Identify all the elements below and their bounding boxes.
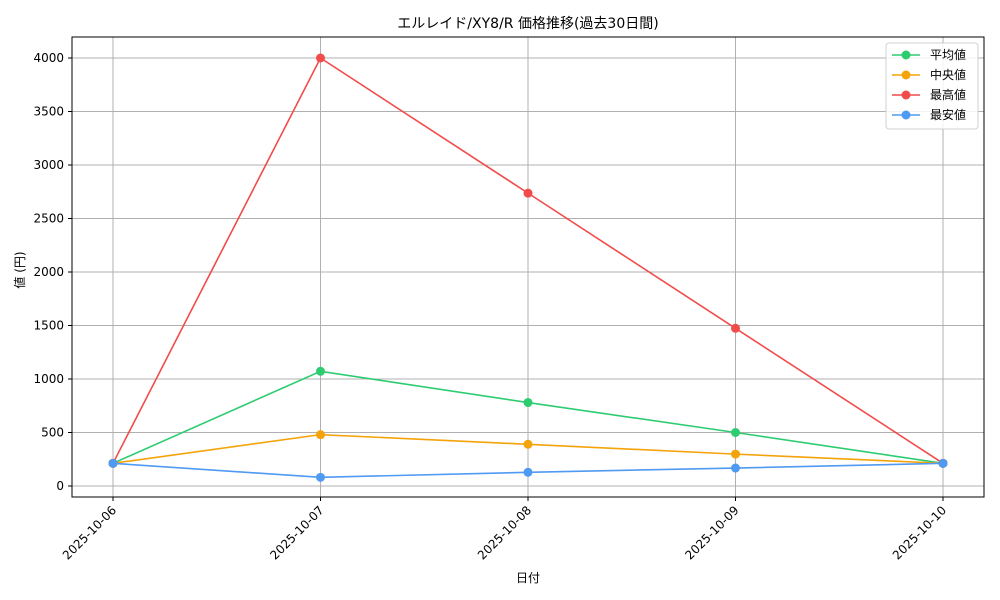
legend-item: 平均値 — [892, 47, 966, 62]
y-axis-ticks: 0 500 1000 1500 2000 2500 3000 3500 4000 — [33, 51, 72, 493]
y-tick-label: 2500 — [33, 212, 64, 226]
y-tick-label: 500 — [41, 426, 64, 440]
legend-item: 最高値 — [892, 87, 966, 102]
data-point — [731, 428, 740, 437]
legend-marker — [901, 50, 911, 60]
data-point — [938, 458, 948, 468]
data-point — [108, 458, 118, 468]
data-point — [316, 366, 325, 376]
legend-label: 平均値 — [930, 47, 966, 62]
data-point — [316, 430, 325, 440]
y-tick-label: 2000 — [33, 265, 64, 279]
data-point — [523, 398, 533, 408]
legend-box — [885, 42, 979, 130]
series-line — [108, 458, 948, 482]
x-tick-label: 2025-10-08 — [475, 503, 534, 562]
x-tick-label: 2025-10-10 — [890, 503, 949, 562]
legend-marker — [901, 90, 911, 100]
data-series — [108, 53, 948, 482]
y-tick-label: 1500 — [33, 319, 64, 333]
y-axis-label: 値 (円) — [12, 251, 27, 288]
legend-label: 中央値 — [930, 67, 966, 82]
y-tick-label: 3000 — [33, 158, 64, 172]
y-tick-label: 4000 — [33, 51, 64, 65]
chart-title: エルレイド/XY8/R 価格推移(過去30日間) — [397, 16, 658, 32]
x-tick-label: 2025-10-06 — [60, 503, 119, 562]
data-point — [731, 463, 740, 473]
grid-lines — [72, 37, 984, 497]
data-point — [731, 323, 740, 333]
legend-item: 最安値 — [892, 107, 966, 122]
y-tick-label: 0 — [56, 479, 64, 493]
legend-marker — [901, 70, 911, 80]
legend-label: 最安値 — [930, 107, 966, 122]
data-point — [523, 188, 533, 198]
legend-item: 中央値 — [892, 67, 966, 82]
x-axis-label: 日付 — [516, 571, 540, 585]
x-tick-label: 2025-10-07 — [267, 503, 326, 562]
x-tick-label: 2025-10-09 — [682, 503, 741, 562]
legend-marker — [901, 110, 911, 120]
legend-label: 最高値 — [930, 87, 966, 102]
data-point — [316, 53, 325, 63]
y-tick-label: 1000 — [33, 372, 64, 386]
data-point — [523, 439, 533, 449]
x-axis-ticks: 2025-10-06 2025-10-07 2025-10-08 2025-10-09… — [60, 497, 949, 562]
y-tick-label: 3500 — [33, 105, 64, 119]
data-point — [316, 472, 325, 482]
data-point — [731, 449, 740, 459]
data-point — [523, 467, 533, 477]
